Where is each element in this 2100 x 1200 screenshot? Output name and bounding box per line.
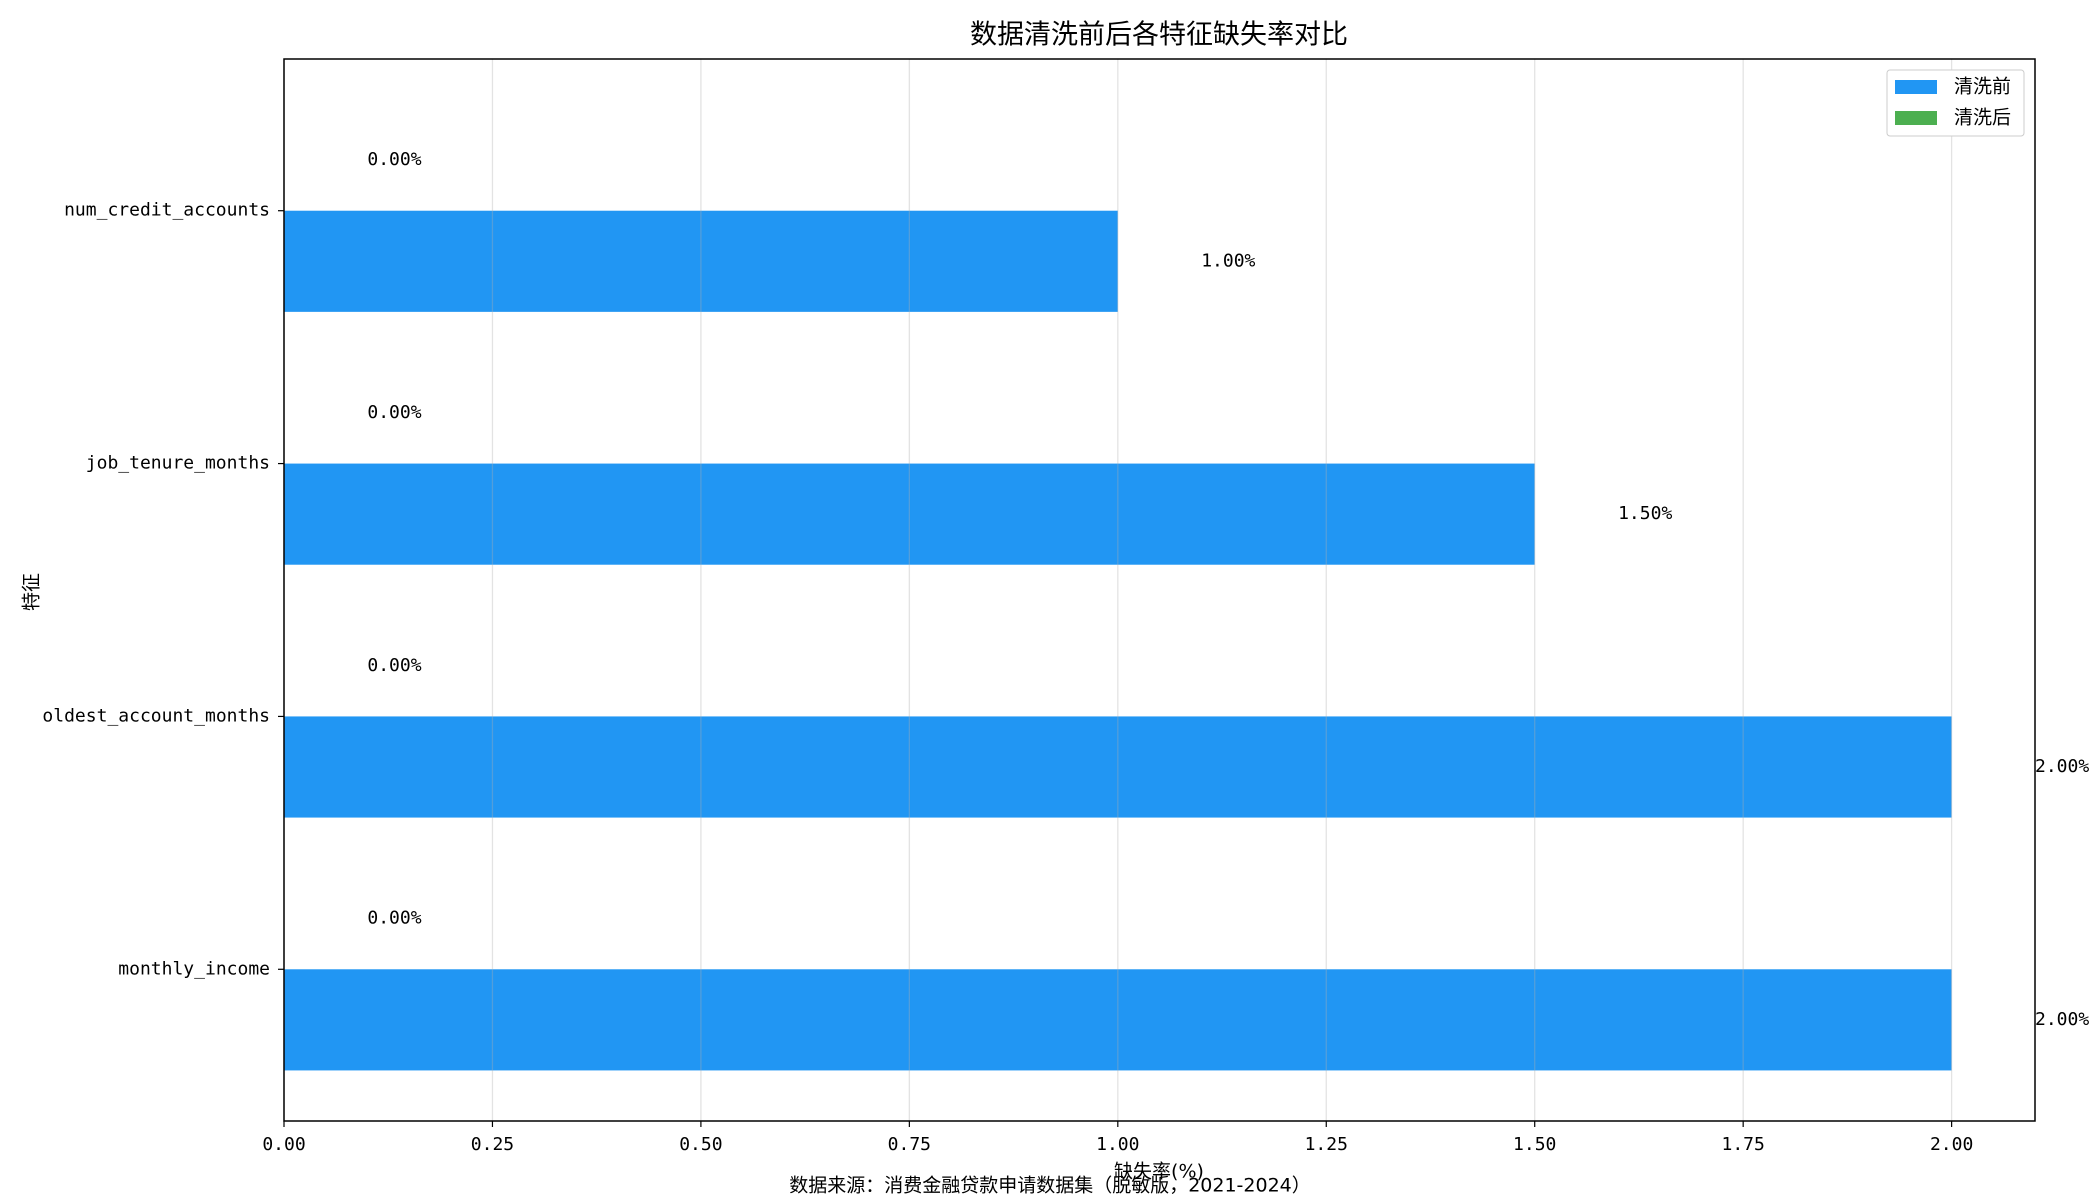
x-tick-label: 1.00 [1096,1134,1139,1155]
legend-label: 清洗前 [1954,76,2011,98]
legend-label: 清洗后 [1954,107,2011,129]
y-tick-label: monthly_income [118,958,270,979]
legend-swatch [1895,80,1937,94]
x-tick-label: 0.00 [262,1134,305,1155]
y-axis-label: 特征 [21,573,43,611]
data-label: 1.00% [1201,250,1255,271]
data-label: 0.00% [367,908,421,929]
bar [284,463,1535,565]
data-label: 2.00% [2035,756,2089,777]
bar [284,716,1952,818]
data-label: 2.00% [2035,1009,2089,1030]
data-label: 0.00% [367,402,421,423]
data-label: 1.50% [1618,503,1672,524]
x-tick-label: 0.25 [471,1134,514,1155]
x-tick-label: 0.50 [679,1134,722,1155]
bar [284,969,1952,1071]
x-tick-label: 0.75 [888,1134,931,1155]
y-tick-label: oldest_account_months [42,705,270,726]
bar [284,210,1118,312]
legend-swatch [1895,111,1937,125]
data-label: 0.00% [367,149,421,170]
x-tick-label: 1.50 [1513,1134,1556,1155]
x-axis-label: 缺失率(%) [1114,1161,1204,1183]
y-tick-label: num_credit_accounts [64,200,270,221]
x-tick-label: 1.75 [1721,1134,1764,1155]
x-tick-label: 2.00 [1930,1134,1973,1155]
data-label: 0.00% [367,655,421,676]
x-tick-label: 1.25 [1305,1134,1348,1155]
footnote: 数据来源：消费金融贷款申请数据集（脱敏版，2021-2024） [789,1175,1311,1197]
y-tick-label: job_tenure_months [86,453,270,474]
plot-frame [283,58,2036,1122]
chart-title: 数据清洗前后各特征缺失率对比 [970,20,1348,51]
